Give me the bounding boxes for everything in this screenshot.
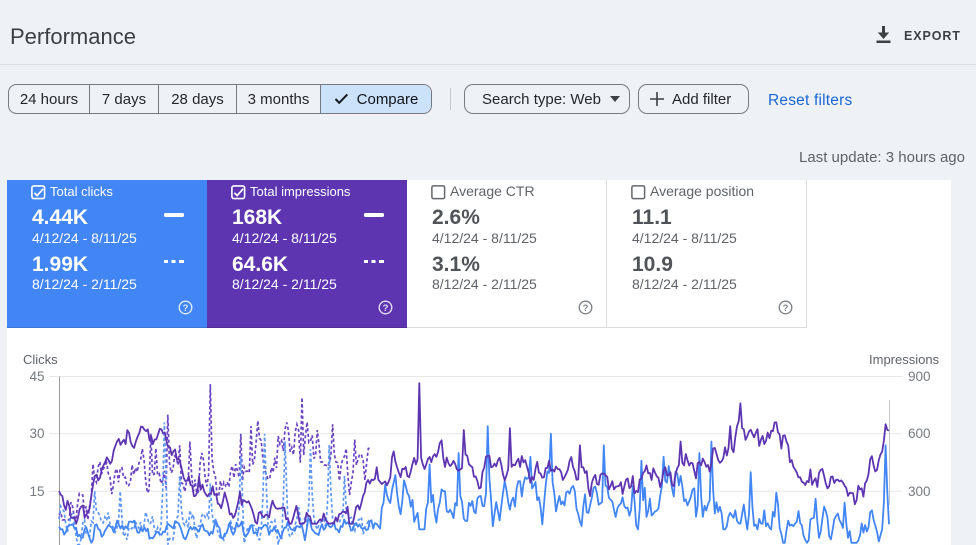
svg-text:?: ? xyxy=(183,302,189,313)
svg-text:?: ? xyxy=(783,302,789,313)
svg-text:?: ? xyxy=(383,302,389,313)
svg-text:?: ? xyxy=(583,302,589,313)
